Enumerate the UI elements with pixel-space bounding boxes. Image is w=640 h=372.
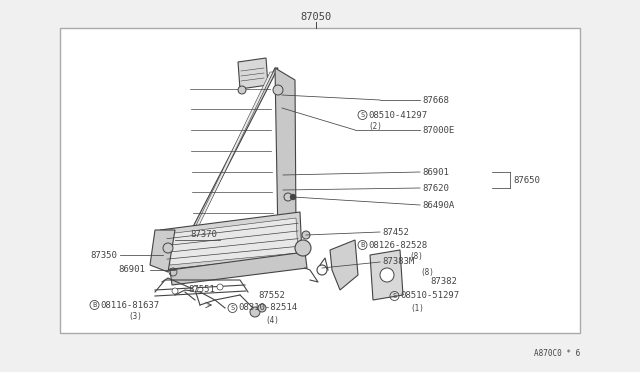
Polygon shape <box>190 72 273 238</box>
Text: 87668: 87668 <box>422 96 449 105</box>
Polygon shape <box>170 252 307 285</box>
Text: 87383M: 87383M <box>382 257 414 266</box>
Text: 87552: 87552 <box>258 291 285 299</box>
Text: 08510-41297: 08510-41297 <box>368 110 427 119</box>
Text: S: S <box>392 293 397 299</box>
Text: 08126-82528: 08126-82528 <box>368 241 427 250</box>
Polygon shape <box>330 240 358 290</box>
Circle shape <box>302 231 310 239</box>
Text: S: S <box>230 305 235 311</box>
Circle shape <box>217 284 223 290</box>
Circle shape <box>380 268 394 282</box>
Text: (8): (8) <box>420 267 434 276</box>
Text: 08310-82514: 08310-82514 <box>238 304 297 312</box>
Text: 87000E: 87000E <box>422 125 454 135</box>
Text: 87452: 87452 <box>382 228 409 237</box>
Polygon shape <box>238 58 268 89</box>
Circle shape <box>258 304 266 312</box>
Text: 87350: 87350 <box>90 250 117 260</box>
Text: 86490A: 86490A <box>422 201 454 209</box>
Bar <box>60 28 580 333</box>
Text: (2): (2) <box>368 122 382 131</box>
Text: (3): (3) <box>128 311 142 321</box>
Text: (8): (8) <box>409 251 423 260</box>
Text: 86901: 86901 <box>118 266 145 275</box>
Text: 87050: 87050 <box>300 12 332 22</box>
Circle shape <box>172 288 178 294</box>
Text: 87370: 87370 <box>190 230 217 238</box>
Circle shape <box>192 286 198 292</box>
Text: 87620: 87620 <box>422 183 449 192</box>
Text: 08510-51297: 08510-51297 <box>400 292 459 301</box>
Text: (1): (1) <box>410 304 424 312</box>
Text: B: B <box>92 302 97 308</box>
Text: S: S <box>360 112 365 118</box>
Text: 87382: 87382 <box>430 278 457 286</box>
Polygon shape <box>183 68 278 246</box>
Circle shape <box>163 243 173 253</box>
Text: 87650: 87650 <box>513 176 540 185</box>
Polygon shape <box>275 68 296 240</box>
Text: B: B <box>360 242 365 248</box>
Text: 87551: 87551 <box>188 285 215 295</box>
Circle shape <box>295 240 311 256</box>
Text: 86901: 86901 <box>422 167 449 176</box>
Circle shape <box>284 193 292 201</box>
Circle shape <box>250 307 260 317</box>
Circle shape <box>290 194 296 200</box>
Text: A870C0 * 6: A870C0 * 6 <box>534 349 580 358</box>
Polygon shape <box>370 250 403 300</box>
Circle shape <box>238 86 246 94</box>
Polygon shape <box>167 218 298 265</box>
Polygon shape <box>160 212 302 270</box>
Polygon shape <box>150 230 175 272</box>
Circle shape <box>273 85 283 95</box>
Text: 08116-81637: 08116-81637 <box>100 301 159 310</box>
Text: (4): (4) <box>265 315 279 324</box>
